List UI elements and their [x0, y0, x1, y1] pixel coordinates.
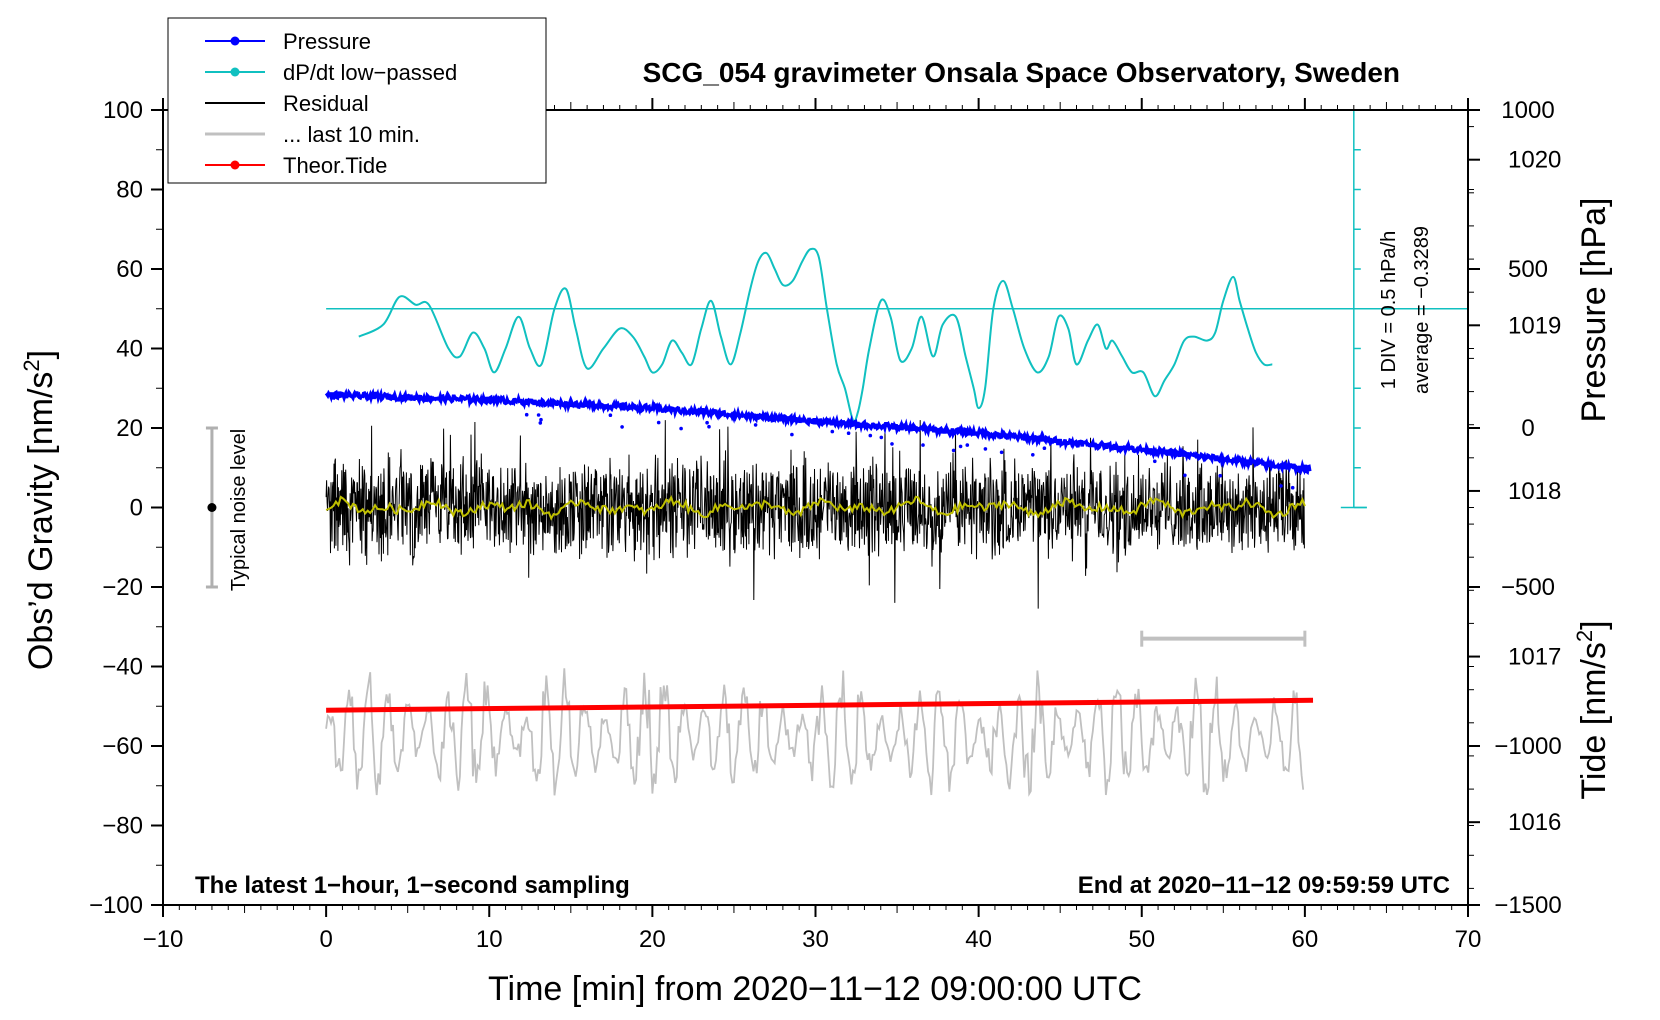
pressure-outlier-point: [846, 431, 851, 436]
tide-tick-label: 500: [1508, 256, 1548, 283]
pressure-tick-label: 1019: [1508, 312, 1561, 339]
pressure-tick-label: 1020: [1508, 147, 1561, 174]
sampling-annotation: The latest 1−hour, 1−second sampling: [195, 872, 630, 899]
tide-axis-label: Tide [nm/s2]: [1572, 620, 1613, 799]
x-tick-label: 70: [1455, 926, 1482, 953]
legend-swatch-dot: [230, 160, 240, 170]
legend-entries: Pressure dP/dt low−passed Residual ... last…: [205, 29, 457, 178]
pressure-outlier-point: [1153, 459, 1157, 464]
legend-swatch-dot: [230, 67, 240, 77]
gravity-axis-label-sup: 2: [19, 359, 44, 371]
y-tick-label: 100: [103, 97, 143, 124]
pressure-outlier-point: [1042, 446, 1047, 451]
pressure-outlier-point: [538, 421, 543, 425]
y-tick-label: 20: [116, 415, 143, 442]
pressure-outlier-point: [1183, 473, 1187, 478]
tide-axis-label-sup: 2: [1572, 630, 1597, 642]
gravity-axis-label-end: ]: [22, 350, 60, 359]
noise-level-label: Typical noise level: [228, 429, 250, 591]
last-ten-minutes-line: [325, 668, 1305, 797]
pressure-outlier-point: [958, 444, 963, 449]
gravity-axis-label: Obs’d Gravity [nm/s2]: [19, 350, 60, 670]
pressure-tick-label: 1017: [1508, 644, 1561, 671]
pressure-outlier-point: [707, 424, 711, 429]
x-tick-label: 0: [319, 926, 332, 953]
pressure-outlier-point: [620, 425, 624, 429]
pressure-outlier-point: [890, 442, 894, 446]
x-tick-label: −10: [143, 926, 184, 953]
legend: Pressure dP/dt low−passed Residual ... last…: [167, 17, 547, 184]
pressure-outlier-point: [705, 420, 709, 425]
chart-title: SCG_054 gravimeter Onsala Space Observat…: [643, 57, 1400, 88]
tide-axis-label-main: Tide [nm/s: [1575, 642, 1613, 799]
pressure-tick-label: 1018: [1508, 478, 1561, 505]
pressure-outlier-point: [868, 433, 873, 438]
end-time-annotation: End at 2020−11−12 09:59:59 UTC: [1078, 872, 1450, 899]
y-tick-label: 80: [116, 177, 143, 204]
legend-entry-label: Pressure: [283, 29, 371, 54]
y-tick-label: −100: [89, 892, 143, 919]
dpdt-div-label: 1 DIV = 0.5 hPa/h: [1378, 231, 1400, 389]
pressure-line: [324, 387, 1312, 477]
pressure-outlier-point: [1279, 484, 1283, 488]
pressure-outlier-point: [965, 443, 970, 447]
data-layer: [205, 109, 1468, 797]
legend-entry-label: Residual: [283, 91, 369, 116]
axes-layer: −10 0 10 20 30 40 50 60 70100806040200−20−40−60−…: [89, 97, 1562, 953]
dpdt-line: [358, 247, 1273, 423]
pressure-outlier-point: [879, 435, 884, 440]
x-tick-label: 30: [802, 926, 829, 953]
x-axis-label: Time [min] from 2020−11−12 09:00:00 UTC: [488, 970, 1142, 1008]
dpdt-average-label: average = −0.3289: [1411, 226, 1433, 394]
legend-entry-label: Theor.Tide: [283, 153, 387, 178]
pressure-outlier-point: [539, 417, 543, 422]
residual-smoothed-line: [325, 494, 1306, 521]
pressure-outlier-point: [830, 429, 835, 434]
tide-tick-label: −1000: [1494, 733, 1561, 760]
x-tick-label: 20: [639, 926, 666, 953]
x-tick-label: 50: [1128, 926, 1155, 953]
y-tick-label: 0: [130, 495, 143, 522]
y-tick-label: −20: [102, 574, 143, 601]
residual-line: [325, 420, 1305, 609]
y-tick-label: 60: [116, 256, 143, 283]
tide-tick-label: 1000: [1501, 97, 1554, 124]
pressure-outlier-point: [524, 412, 529, 417]
pressure-outlier-point: [983, 447, 988, 451]
x-tick-label: 40: [965, 926, 992, 953]
pressure-outlier-point: [1290, 485, 1295, 490]
pressure-outlier-point: [608, 413, 613, 418]
y-tick-label: −60: [102, 733, 143, 760]
x-tick-label: 10: [476, 926, 503, 953]
legend-entry-label: dP/dt low−passed: [283, 60, 457, 85]
theoretical-tide-line: [326, 697, 1314, 713]
noise-bar-center: [207, 503, 217, 512]
legend-box: [167, 17, 547, 184]
legend-swatch-dot: [230, 36, 240, 46]
pressure-axis-label: Pressure [hPa]: [1575, 198, 1613, 423]
y-tick-label: −40: [102, 654, 143, 681]
pressure-outlier-point: [790, 432, 794, 437]
tide-axis-label-end: ]: [1575, 620, 1613, 629]
pressure-outlier-point: [921, 443, 925, 447]
pressure-outlier-point: [1031, 453, 1035, 457]
pressure-outlier-point: [536, 413, 541, 417]
y-tick-label: −80: [102, 813, 143, 840]
legend-entry-label: ... last 10 min.: [283, 122, 420, 147]
x-tick-label: 60: [1292, 926, 1319, 953]
pressure-outlier-point: [679, 426, 683, 431]
y-tick-label: 40: [116, 336, 143, 363]
pressure-outlier-point: [753, 423, 758, 427]
pressure-outlier-point: [656, 420, 661, 425]
pressure-outlier-point: [999, 450, 1004, 455]
pressure-outlier-point: [951, 448, 956, 453]
tide-tick-label: −500: [1501, 574, 1555, 601]
tide-tick-label: 0: [1521, 415, 1534, 442]
pressure-tick-label: 1016: [1508, 809, 1561, 836]
gravity-axis-label-main: Obs’d Gravity [nm/s: [22, 372, 60, 671]
pressure-outlier-point: [1218, 473, 1222, 478]
tide-tick-label: −1500: [1494, 892, 1561, 919]
